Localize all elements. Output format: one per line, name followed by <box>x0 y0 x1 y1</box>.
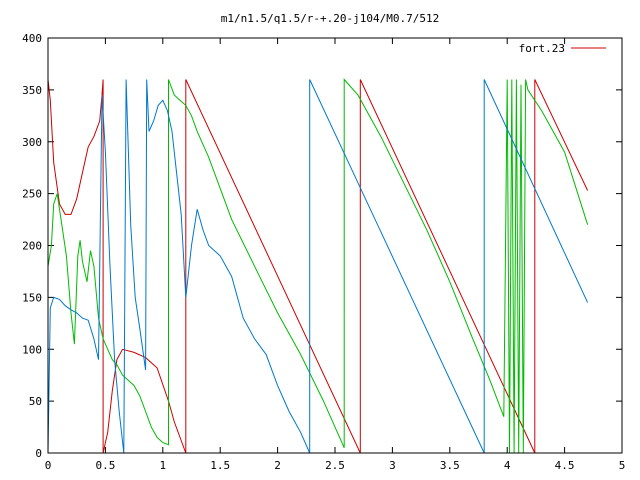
x-tick-label: 0.5 <box>95 459 115 472</box>
y-tick-label: 50 <box>29 395 42 408</box>
y-tick-label: 400 <box>22 32 42 45</box>
plot-frame <box>47 37 623 454</box>
y-tick-label: 300 <box>22 136 42 149</box>
x-tick-label: 3.5 <box>440 459 460 472</box>
plot-area <box>47 78 589 454</box>
series-line-blue <box>47 79 589 454</box>
x-tick-label: 2.5 <box>325 459 345 472</box>
legend-label: fort.23 <box>519 42 565 55</box>
series-line-red <box>47 79 589 454</box>
x-tick-label: 2 <box>274 459 281 472</box>
x-tick-label: 4 <box>504 459 511 472</box>
x-tick-label: 1.5 <box>210 459 230 472</box>
x-tick-label: 5 <box>619 459 626 472</box>
y-tick-label: 150 <box>22 291 42 304</box>
x-tick-label: 3 <box>389 459 396 472</box>
y-tick-label: 100 <box>22 343 42 356</box>
series-line-green <box>47 78 589 454</box>
axis-ticks: 0 0.5 1 1.5 2 2.5 3 3.5 4 4.5 50501001502002503003… <box>22 32 625 472</box>
x-tick-label: 4.5 <box>555 459 575 472</box>
x-tick-label: 1 <box>159 459 166 472</box>
y-tick-label: 350 <box>22 84 42 97</box>
legend: fort.23 <box>519 42 606 55</box>
y-tick-label: 0 <box>35 447 42 460</box>
x-tick-label: 0 <box>45 459 52 472</box>
chart-title: m1/n1.5/q1.5/r-+.20-j104/M0.7/512 <box>221 12 440 25</box>
y-tick-label: 250 <box>22 188 42 201</box>
y-tick-label: 200 <box>22 240 42 253</box>
